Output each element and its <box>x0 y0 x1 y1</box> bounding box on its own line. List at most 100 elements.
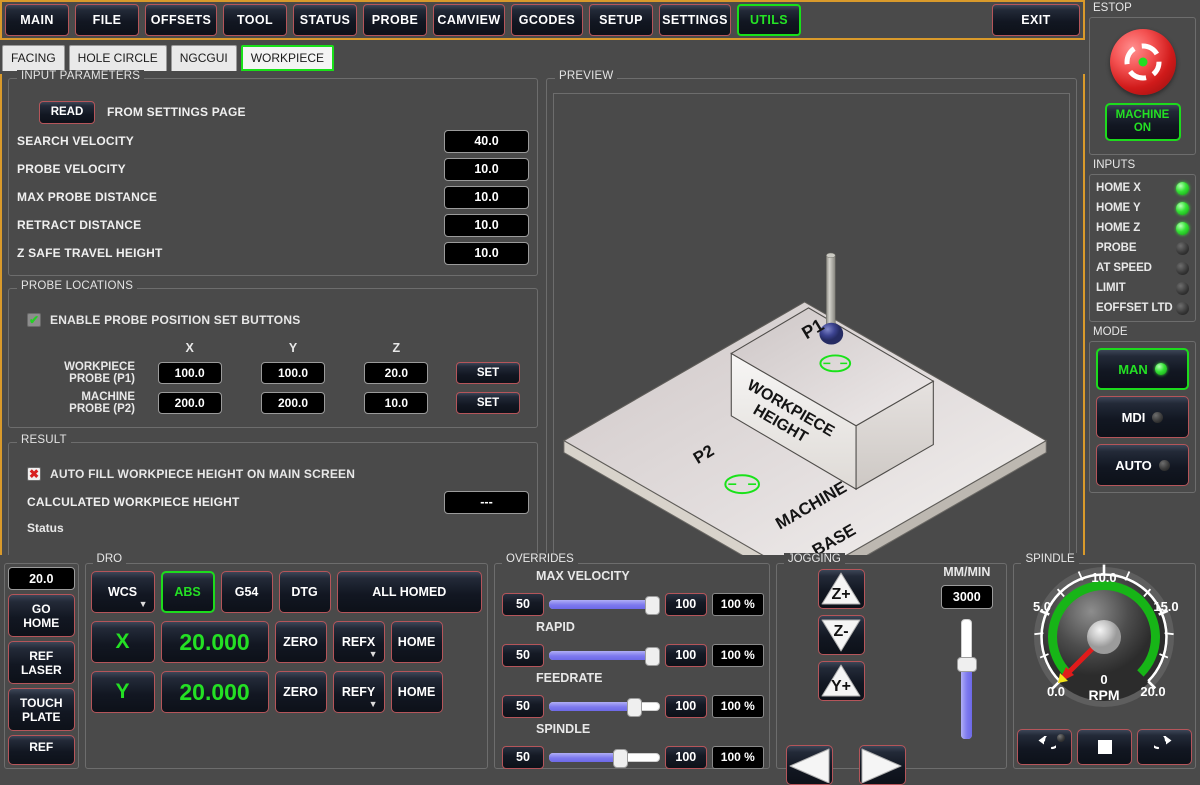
max-velocity-label: MAX VELOCITY <box>536 569 630 583</box>
spindle-min-button[interactable]: 50 <box>502 745 544 769</box>
rapid-slider[interactable] <box>549 646 661 666</box>
enable-probe-set-row: ✔ ENABLE PROBE POSITION SET BUTTONS <box>17 307 529 333</box>
machine-on-button[interactable]: MACHINE ON <box>1104 103 1181 141</box>
mode-button-auto[interactable]: AUTO <box>1096 444 1189 486</box>
probe-velocity-input[interactable]: 10.0 <box>444 157 529 181</box>
tab-status[interactable]: STATUS <box>293 4 357 36</box>
svg-text:Z+: Z+ <box>832 586 851 603</box>
overrides-title: OVERRIDES <box>502 553 578 565</box>
max-velocity-min-button[interactable]: 50 <box>502 592 544 616</box>
probe-locations-title: PROBE LOCATIONS <box>17 280 138 292</box>
dro-axis-y-value[interactable]: 20.000 <box>160 671 269 713</box>
feedrate-slider[interactable] <box>549 697 660 717</box>
jog-z-plus-button[interactable]: Z+ <box>817 569 865 609</box>
p2-set-button[interactable]: SET <box>456 392 520 414</box>
read-button[interactable]: READ <box>39 100 95 124</box>
feedrate-label: FEEDRATE <box>536 671 603 685</box>
touch-plate-line1: TOUCH <box>20 695 63 710</box>
dro-axis-x-value[interactable]: 20.000 <box>160 621 269 663</box>
dro-y-ref-button[interactable]: REFY ▼ <box>332 671 385 713</box>
exit-button[interactable]: EXIT <box>992 4 1080 36</box>
p1-z-input[interactable]: 20.0 <box>364 362 429 384</box>
tab-file[interactable]: FILE <box>75 4 139 36</box>
input-limit-led <box>1176 281 1189 295</box>
rapid-max-button[interactable]: 100 <box>664 643 707 667</box>
jog-increment-value[interactable]: 20.0 <box>8 567 75 590</box>
feedrate-max-button[interactable]: 100 <box>664 694 707 718</box>
quick-buttons-column: 20.0 GO HOME REF LASER TOUCH PLATE REF <box>2 555 81 771</box>
p2-z-input[interactable]: 10.0 <box>364 392 429 414</box>
subtab-hole-circle[interactable]: HOLE CIRCLE <box>68 44 167 71</box>
mode-button-man[interactable]: MAN <box>1096 348 1189 390</box>
tab-gcodes[interactable]: GCODES <box>511 4 583 36</box>
jog-x-plus-button[interactable] <box>858 745 906 785</box>
input-home-x-led <box>1176 181 1189 195</box>
tab-main[interactable]: MAIN <box>5 4 69 36</box>
jogging-title: JOGGING <box>783 553 845 565</box>
spindle-stop-button[interactable] <box>1077 729 1133 765</box>
max-velocity-max-button[interactable]: 100 <box>664 592 707 616</box>
jog-x-minus-button[interactable] <box>785 745 833 785</box>
max-velocity-row: 50 100 100 % <box>502 590 764 618</box>
feedrate-min-button[interactable]: 50 <box>502 694 544 718</box>
ref-line1: REF <box>29 740 54 754</box>
tab-probe[interactable]: PROBE <box>363 4 427 36</box>
estop-button[interactable] <box>1109 29 1176 95</box>
dro-x-ref-button[interactable]: REFX ▼ <box>332 621 385 663</box>
tab-camview[interactable]: CAMVIEW <box>433 4 505 36</box>
z-safe-travel-height-input[interactable]: 10.0 <box>444 241 529 265</box>
probe-locations-group: PROBE LOCATIONS ✔ ENABLE PROBE POSITION … <box>8 280 538 428</box>
spindle-frame <box>1013 563 1196 769</box>
subtab-ngcgui[interactable]: NGCGUI <box>170 44 237 71</box>
spindle-cw-button[interactable] <box>1137 729 1192 765</box>
dro-g54-button[interactable]: G54 <box>220 571 273 613</box>
jog-rate-value[interactable]: 3000 <box>940 585 993 609</box>
dro-dtg-button[interactable]: DTG <box>278 571 331 613</box>
jog-y-plus-button[interactable]: Y+ <box>817 661 865 701</box>
calculated-height-label: CALCULATED WORKPIECE HEIGHT <box>27 495 240 509</box>
subtab-facing[interactable]: FACING <box>2 44 65 71</box>
dro-wcs-button[interactable]: WCS ▼ <box>90 571 155 613</box>
dro-all-homed-button[interactable]: ALL HOMED <box>336 571 482 613</box>
tab-tool[interactable]: TOOL <box>223 4 287 36</box>
dro-abs-button[interactable]: ABS <box>160 571 215 613</box>
ref-button[interactable]: REF <box>8 735 75 765</box>
jogging-column: JOGGING Z+ Z- <box>774 553 1010 785</box>
p1-y-input[interactable]: 100.0 <box>260 362 325 384</box>
tab-utils[interactable]: UTILS <box>737 4 801 36</box>
ref-laser-button[interactable]: REF LASER <box>8 641 75 684</box>
retract-distance-input[interactable]: 10.0 <box>444 213 529 237</box>
rapid-min-button[interactable]: 50 <box>502 643 544 667</box>
max-probe-distance-input[interactable]: 10.0 <box>444 185 529 209</box>
jog-rate-slider[interactable] <box>956 619 977 739</box>
mode-button-mdi[interactable]: MDI <box>1096 396 1189 438</box>
jog-z-minus-button[interactable]: Z- <box>817 615 865 655</box>
tab-setup[interactable]: SETUP <box>589 4 653 36</box>
spindle-ccw-button[interactable] <box>1017 729 1073 765</box>
p2-y-input[interactable]: 200.0 <box>260 392 325 414</box>
mode-auto-label: AUTO <box>1115 457 1152 473</box>
spindle-max-button[interactable]: 100 <box>664 745 707 769</box>
tab-settings[interactable]: SETTINGS <box>659 4 731 36</box>
tab-offsets[interactable]: OFFSETS <box>145 4 217 36</box>
search-velocity-input[interactable]: 40.0 <box>444 129 529 153</box>
spindle-gauge: 0.0 5.0 10.0 15.0 20.0 0 RPM <box>1033 564 1179 707</box>
p1-x-input[interactable]: 100.0 <box>157 362 222 384</box>
go-home-button[interactable]: GO HOME <box>8 594 75 637</box>
dro-x-zero-button[interactable]: ZERO <box>274 621 327 663</box>
subtab-workpiece[interactable]: WORKPIECE <box>240 44 335 71</box>
status-label: Status <box>27 521 64 535</box>
max-velocity-slider[interactable] <box>549 595 661 615</box>
autofill-checkbox[interactable]: ✖ <box>27 467 41 481</box>
dro-x-home-button[interactable]: HOME <box>390 621 443 663</box>
chevron-down-icon: ▼ <box>368 699 378 709</box>
dro-y-zero-button[interactable]: ZERO <box>274 671 327 713</box>
p1-set-button[interactable]: SET <box>456 362 520 384</box>
enable-probe-set-checkbox[interactable]: ✔ <box>27 313 41 327</box>
spindle-slider[interactable] <box>549 748 660 768</box>
dro-y-home-button[interactable]: HOME <box>390 671 443 713</box>
p2-x-input[interactable]: 200.0 <box>157 392 222 414</box>
jog-rate-units-label: MM/MIN <box>943 565 991 579</box>
touch-plate-button[interactable]: TOUCH PLATE <box>8 688 75 731</box>
